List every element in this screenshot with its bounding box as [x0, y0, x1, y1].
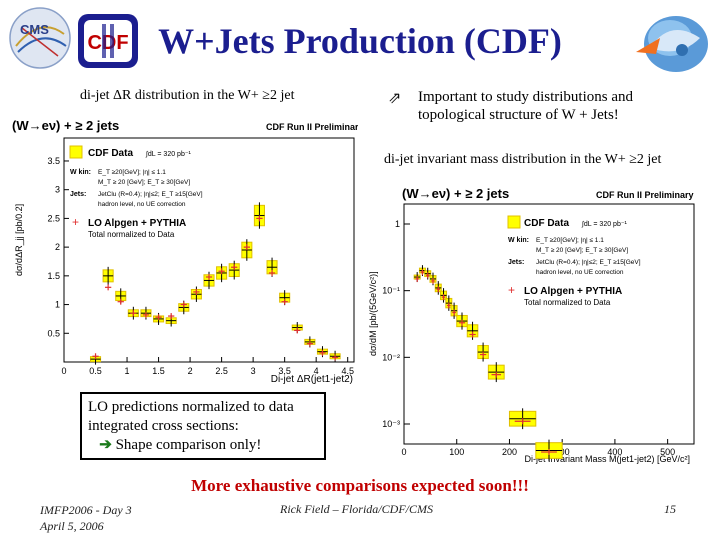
chart1-ytick-label-6: 3.5 [47, 156, 60, 166]
chart2-cut-key-0: W kin: [508, 237, 529, 244]
chart2-ytick-label-0: 10⁻³ [382, 419, 400, 429]
chart2-ytick-label-3: 1 [395, 219, 400, 229]
chart2-ytick-label-2: 10⁻¹ [382, 286, 400, 296]
chart2-title: (W→eν) + ≥ 2 jets [402, 186, 509, 201]
chart1-legend-mc-sub: Total normalized to Data [88, 230, 175, 239]
chart1-ytick-label-3: 2 [55, 242, 60, 252]
chart1-frame [63, 137, 355, 363]
bullet-line-1: Important to study distributions and [418, 89, 633, 105]
arrow-bullet-icon: ⇗ [388, 90, 402, 107]
chart1-title: (W→eν) + ≥ 2 jets [12, 118, 119, 133]
chart1-cut-key-0: W kin: [70, 169, 91, 176]
footer-author: Rick Field – Florida/CDF/CMS [280, 502, 433, 516]
footer-event: IMFP2006 - Day 3 April 5, 2006 [40, 502, 132, 534]
chart1-xtick-label-6: 3 [251, 366, 256, 376]
chart2-cut-0: E_T ≥20[GeV]; |η| ≤ 1.1 [536, 237, 604, 244]
slide-title: W+Jets Production (CDF) [158, 21, 562, 61]
right-chart-caption: di-jet invariant mass distribution in th… [384, 152, 662, 167]
cms-logo-text: CMS [20, 22, 49, 37]
chart2-legend-mc-marker: + [508, 283, 515, 297]
chart1-ytick-label-0: 0.5 [47, 328, 60, 338]
chart1-legend-mc: LO Alpgen + PYTHIA [88, 218, 186, 229]
chart2-cut-3: hadron level, no UE correction [536, 269, 624, 276]
chart1-xtick-label-7: 3.5 [278, 366, 291, 376]
chart2-subtitle: CDF Run II Preliminary [596, 190, 694, 200]
chart2-xtick-label-5: 500 [660, 447, 675, 457]
chart2-xtick-label-1: 100 [449, 447, 464, 457]
chart2-cut-1: M_T ≥ 20 [GeV]; E_T ≥ 30[GeV] [536, 247, 628, 254]
cdf-logo: CDF [78, 14, 138, 68]
chart2-xtick-label-4: 400 [607, 447, 622, 457]
bullet-text: Important to study distributions and top… [418, 88, 708, 124]
bullet-line-2: topological structure of W + Jets! [418, 107, 619, 123]
chart1-cut-3: hadron level, no UE correction [98, 201, 186, 208]
chart2-xtick-label-2: 200 [502, 447, 517, 457]
chart1-xtick-label-0: 0 [61, 366, 66, 376]
chart2-xlabel: Di-jet Invariant Mass M(jet1-jet2) [GeV/… [524, 454, 690, 464]
left-chart-caption: di-jet ΔR distribution in the W+ ≥2 jet [80, 88, 295, 103]
footer-event-name: IMFP2006 - Day 3 [40, 503, 132, 517]
dijet-mass-chart: (W→eν) + ≥ 2 jets CDF Run II Preliminary… [364, 176, 712, 466]
chart1-cut-1: M_T ≥ 20 [GeV]; E_T ≥ 30[GeV] [98, 179, 190, 186]
chart1-xtick-label-8: 4 [314, 366, 319, 376]
field-logo [636, 16, 708, 72]
chart2-legend-mc: LO Alpgen + PYTHIA [524, 286, 622, 297]
normalization-note: LO predictions normalized to data integr… [80, 392, 326, 460]
note-line-3: Shape comparison only! [115, 437, 262, 453]
chart1-xtick-label-5: 2.5 [215, 366, 228, 376]
chart1-cut-2: JetClu (R=0.4); |η|≤2; E_T ≥15[GeV] [98, 191, 203, 198]
chart1-ytick-label-5: 3 [55, 185, 60, 195]
chart1-ylabel: dσ/dΔR_jj [pb/0.2] [14, 204, 24, 276]
chart1-xlabel: Di-jet ΔR(jet1-jet2) [271, 374, 353, 385]
chart2-cut-2: JetClu (R=0.4); |η|≤2; E_T ≥15[GeV] [536, 259, 641, 266]
chart2-cut-key-2: Jets: [508, 259, 524, 266]
page-number: 15 [664, 502, 676, 516]
right-arrow-icon: ➔ [99, 437, 112, 453]
chart1-xtick-label-3: 1.5 [152, 366, 165, 376]
chart2-xtick-label-0: 0 [401, 447, 406, 457]
cdf-logo-text: CDF [87, 32, 128, 54]
chart1-cut-0: E_T ≥20[GeV]; |η| ≤ 1.1 [98, 169, 166, 176]
chart1-ytick-label-2: 1.5 [47, 271, 60, 281]
chart1-xtick-label-1: 0.5 [89, 366, 102, 376]
chart1-ytick-label-4: 2.5 [47, 213, 60, 223]
cms-logo: CMS [9, 7, 71, 69]
note-line-1: LO predictions normalized to data [88, 399, 294, 415]
chart1-legend-data: CDF Data [88, 148, 133, 159]
chart1-subtitle: CDF Run II Preliminary [266, 122, 358, 132]
note-line-2: integrated cross sections: [88, 418, 239, 434]
chart1-legend-data-swatch [69, 145, 83, 159]
chart1-ytick-label-1: 1 [55, 300, 60, 310]
chart2-ytick-label-1: 10⁻² [382, 352, 400, 362]
note-line-3-wrap: ➔ Shape comparison only! [88, 436, 318, 455]
chart1-legend-mc-marker: + [72, 215, 79, 229]
chart1-legend-lumi: ∫dL = 320 pb⁻¹ [145, 151, 192, 158]
chart2-legend-data: CDF Data [524, 218, 569, 229]
chart1-cut-key-2: Jets: [70, 191, 86, 198]
chart2-legend-lumi: ∫dL = 320 pb⁻¹ [581, 221, 628, 228]
chart2-legend-data-swatch [507, 215, 521, 229]
chart2-legend-mc-sub: Total normalized to Data [524, 298, 611, 307]
delta-r-chart: (W→eν) + ≥ 2 jets CDF Run II Preliminary… [8, 116, 358, 388]
chart2-ylabel: dσ/dM [pb/(5GeV/c²)] [368, 271, 378, 356]
chart1-xtick-label-9: 4.5 [341, 366, 354, 376]
footer-date: April 5, 2006 [40, 519, 104, 533]
callout-text: More exhaustive comparisons expected soo… [191, 476, 529, 495]
chart1-xtick-label-4: 2 [188, 366, 193, 376]
chart1-xtick-label-2: 1 [125, 366, 130, 376]
